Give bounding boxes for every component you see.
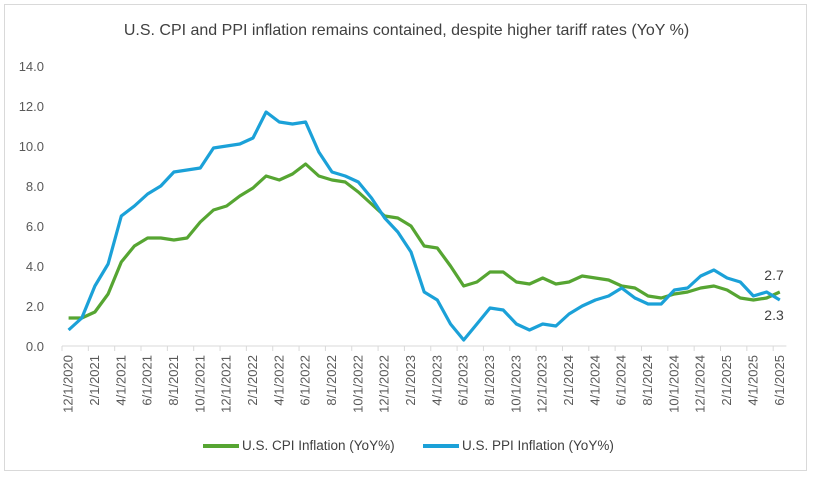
x-tick-label: 2/1/2021 bbox=[87, 355, 102, 406]
chart-frame bbox=[4, 4, 807, 471]
x-tick-label: 6/1/2022 bbox=[298, 355, 313, 406]
x-tick-label: 8/1/2021 bbox=[166, 355, 181, 406]
x-tick-label: 8/1/2023 bbox=[482, 355, 497, 406]
x-tick-label: 2/1/2025 bbox=[719, 355, 734, 406]
x-tick-label: 12/1/2022 bbox=[377, 355, 392, 413]
x-tick-label: 10/1/2023 bbox=[508, 355, 523, 413]
x-tick-label: 6/1/2024 bbox=[614, 355, 629, 406]
x-tick-label: 10/1/2024 bbox=[666, 355, 681, 413]
x-tick-label: 2/1/2023 bbox=[403, 355, 418, 406]
x-tick-label: 4/1/2022 bbox=[271, 355, 286, 406]
y-tick-label: 0.0 bbox=[26, 339, 44, 354]
x-tick-label: 2/1/2024 bbox=[561, 355, 576, 406]
legend-swatch-cpi bbox=[203, 443, 239, 448]
x-tick-label: 4/1/2023 bbox=[429, 355, 444, 406]
x-tick-label: 4/1/2025 bbox=[745, 355, 760, 406]
data-label-ppi: 2.3 bbox=[764, 307, 784, 323]
legend-label-ppi: U.S. PPI Inflation (YoY%) bbox=[462, 438, 614, 453]
x-tick-label: 6/1/2023 bbox=[456, 355, 471, 406]
x-tick-label: 12/1/2020 bbox=[61, 355, 76, 413]
y-tick-label: 8.0 bbox=[26, 179, 44, 194]
y-tick-label: 4.0 bbox=[26, 259, 44, 274]
legend-item-cpi: U.S. CPI Inflation (YoY%) bbox=[203, 438, 395, 453]
y-tick-label: 6.0 bbox=[26, 219, 44, 234]
x-tick-label: 6/1/2021 bbox=[140, 355, 155, 406]
series-line-cpi bbox=[68, 162, 781, 320]
x-tick-label: 2/1/2022 bbox=[245, 355, 260, 406]
chart-title: U.S. CPI and PPI inflation remains conta… bbox=[123, 22, 690, 39]
data-label-cpi: 2.7 bbox=[764, 267, 784, 283]
series-line-ppi bbox=[67, 110, 781, 342]
x-tick-label: 10/1/2022 bbox=[350, 355, 365, 413]
x-tick-label: 10/1/2021 bbox=[192, 355, 207, 413]
legend-item-ppi: U.S. PPI Inflation (YoY%) bbox=[423, 438, 614, 453]
y-tick-label: 2.0 bbox=[26, 299, 44, 314]
x-tick-label: 12/1/2024 bbox=[693, 355, 708, 413]
y-tick-label: 10.0 bbox=[19, 139, 44, 154]
legend-label-cpi: U.S. CPI Inflation (YoY%) bbox=[242, 438, 395, 453]
y-tick-label: 12.0 bbox=[19, 99, 44, 114]
x-tick-label: 12/1/2023 bbox=[535, 355, 550, 413]
legend-swatch-ppi bbox=[423, 443, 459, 448]
x-tick-label: 4/1/2024 bbox=[587, 355, 602, 406]
y-tick-label: 14.0 bbox=[19, 59, 44, 74]
x-tick-label: 6/1/2025 bbox=[772, 355, 787, 406]
x-tick-label: 8/1/2022 bbox=[324, 355, 339, 406]
x-tick-label: 8/1/2024 bbox=[640, 355, 655, 406]
x-tick-label: 4/1/2021 bbox=[113, 355, 128, 406]
x-tick-label: 12/1/2021 bbox=[219, 355, 234, 413]
